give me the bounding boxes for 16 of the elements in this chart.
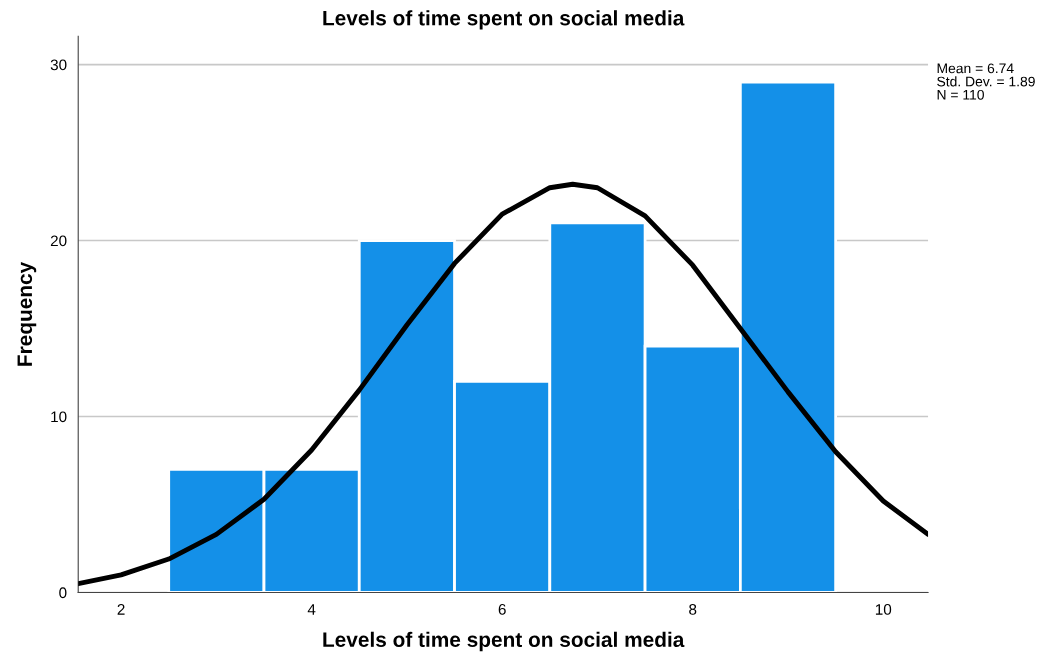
x-tick-label: 6 [498,604,506,615]
y-tick-label: 0 [59,587,67,599]
chart-title: Levels of time spent on social media [323,10,685,30]
x-tick-label: 8 [689,604,697,615]
y-tick-label: 30 [50,59,67,71]
y-tick-label: 10 [51,411,67,423]
x-tick-label: 4 [307,604,316,615]
text: Mean = 6.74 [937,63,1014,74]
x-axis-title: Levels of time spent on social media [323,631,685,652]
y-tick-label: 20 [50,235,67,247]
line-series [78,181,929,587]
text: Std. Dev. = 1.89 [937,76,1035,87]
x-tick-label: 2 [117,604,125,615]
text: N = 110 [937,89,984,100]
x-tick-label: 10 [875,604,892,615]
y-axis-title: Frequency [17,261,37,366]
